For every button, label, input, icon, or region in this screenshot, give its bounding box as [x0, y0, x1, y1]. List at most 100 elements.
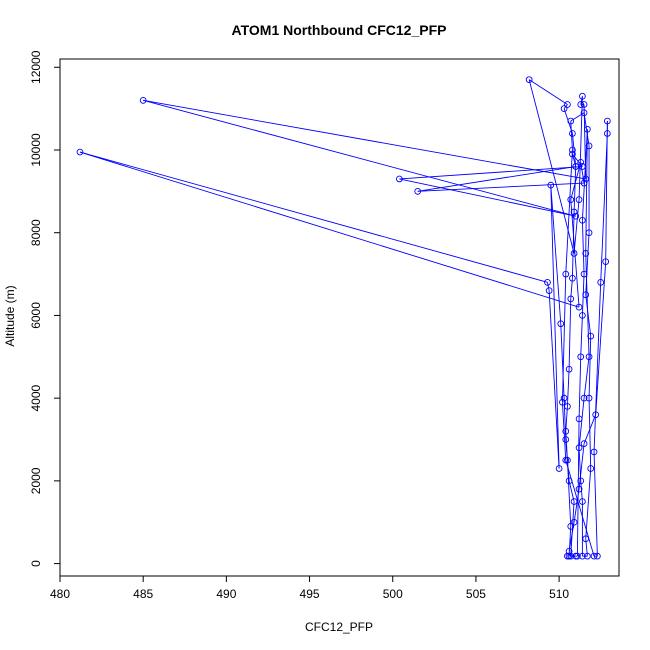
data-point — [565, 365, 573, 373]
data-point — [579, 498, 586, 505]
series-segment — [143, 99, 586, 180]
data-point — [580, 440, 588, 447]
y-tick-label: 8000 — [29, 219, 43, 246]
y-tick-label: 0 — [29, 560, 43, 567]
series-segment — [578, 356, 582, 419]
series-segment — [585, 294, 592, 337]
series-segment — [571, 212, 575, 279]
series-segment — [576, 418, 580, 557]
data-point — [525, 76, 533, 84]
series-segment — [580, 315, 583, 357]
data-point — [579, 312, 586, 319]
data-point — [582, 535, 590, 543]
x-tick-label: 500 — [383, 587, 403, 601]
data-point — [575, 415, 583, 423]
data-point — [569, 150, 576, 158]
series-segment — [583, 356, 590, 399]
data-point — [584, 125, 591, 133]
series-segment — [561, 402, 567, 461]
series-segment — [570, 121, 573, 151]
series-segment — [571, 133, 577, 167]
data-point — [594, 552, 601, 560]
x-tick-label: 495 — [300, 587, 320, 601]
x-axis-label: CFC12_PFP — [305, 620, 373, 634]
data-point — [587, 465, 595, 472]
x-tick-label: 490 — [216, 587, 236, 601]
series-segment — [580, 162, 585, 184]
data-point — [582, 250, 590, 257]
data-point — [567, 196, 575, 203]
data-point — [585, 229, 593, 237]
data-point — [547, 181, 555, 189]
data-point — [584, 552, 591, 560]
series-segment — [573, 199, 580, 254]
data-point — [567, 295, 575, 303]
y-axis: 0 2000 4000 6000 8000 10000 12000 — [29, 50, 60, 567]
series-segment — [581, 220, 585, 275]
data-point — [590, 448, 598, 456]
data-point — [560, 394, 568, 402]
series-segment — [79, 151, 548, 283]
data-point — [577, 477, 585, 485]
data-point — [577, 101, 585, 108]
series-segment — [593, 282, 602, 452]
y-tick-label: 2000 — [29, 467, 43, 494]
series-segment — [550, 185, 560, 469]
data-point — [562, 427, 570, 435]
series-segment — [560, 323, 565, 399]
data-point — [580, 394, 588, 402]
data-point — [562, 456, 570, 464]
data-point — [570, 250, 578, 257]
data-point — [579, 552, 586, 560]
y-axis-label: Altitude (m) — [3, 285, 17, 346]
x-tick-label: 485 — [133, 587, 153, 601]
data-point — [602, 258, 610, 266]
data-point — [564, 403, 571, 410]
series-segment — [588, 336, 592, 399]
series-segment — [79, 151, 580, 308]
data-point — [562, 436, 570, 443]
data-point — [575, 485, 583, 493]
x-tick-label: 480 — [50, 587, 70, 601]
series-segment — [568, 480, 575, 502]
series-segment — [547, 282, 550, 291]
data-point — [604, 130, 611, 137]
series-segment — [561, 274, 567, 403]
data-point — [572, 163, 580, 170]
data-point — [579, 92, 586, 100]
series-segment — [578, 398, 585, 448]
x-axis: 480 485 490 495 500 505 510 — [50, 576, 569, 601]
data-point — [577, 159, 585, 166]
data-point — [585, 353, 593, 361]
data-point — [590, 552, 598, 560]
chart-title: ATOM1 Northbound CFC12_PFP — [232, 22, 447, 38]
data-point — [570, 518, 578, 526]
x-tick-label: 505 — [466, 587, 486, 601]
data-point — [580, 101, 588, 108]
data-point — [577, 353, 585, 361]
data-point — [139, 97, 147, 104]
series-segment — [583, 112, 590, 146]
series-segment — [568, 298, 572, 370]
series-segment — [565, 149, 573, 275]
series-segment — [600, 133, 608, 283]
series-segment — [605, 121, 608, 262]
data-point — [564, 101, 571, 108]
series-segment — [528, 79, 575, 254]
series-segment — [588, 398, 592, 469]
data-point — [579, 216, 586, 224]
data-point — [570, 208, 578, 216]
data-point — [585, 142, 593, 150]
data-point — [565, 477, 573, 485]
data-point — [559, 398, 566, 406]
data-point — [604, 117, 611, 125]
y-tick-label: 4000 — [29, 384, 43, 411]
data-point — [585, 394, 593, 402]
data-point — [575, 303, 583, 311]
plot-frame — [59, 58, 620, 577]
data-point — [575, 444, 583, 452]
series-segment — [585, 468, 592, 539]
series-segment — [143, 99, 576, 217]
series-segment — [578, 96, 583, 200]
data-point — [565, 547, 573, 555]
